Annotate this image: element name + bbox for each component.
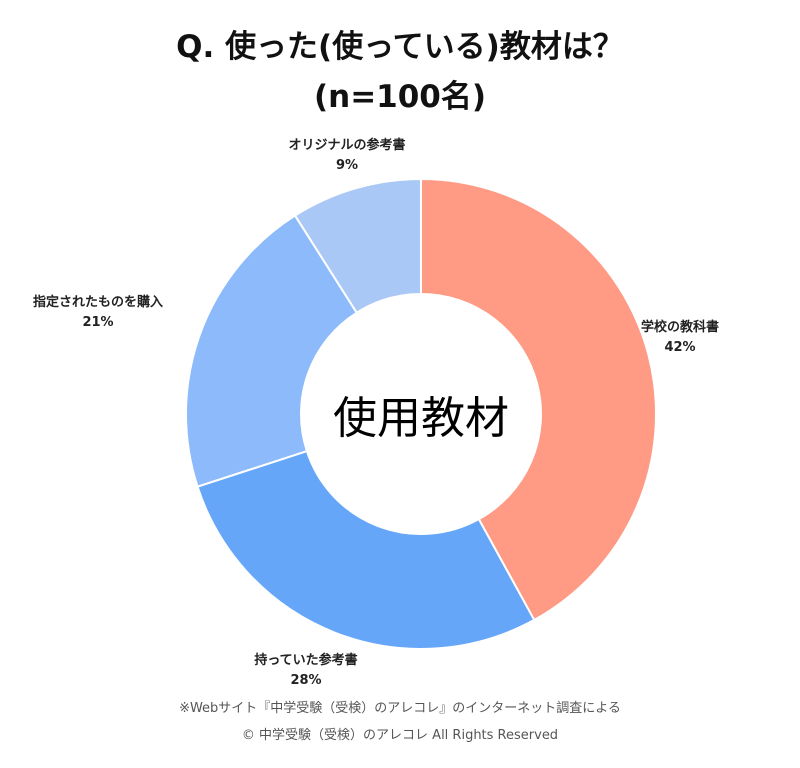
slice-label-4: オリジナルの参考書: [288, 137, 405, 153]
center-label: 使用教材: [333, 393, 509, 444]
slice-2: [196, 449, 536, 650]
chart-title: Q. 使った(使っている)教材は？: [176, 29, 624, 65]
slice-value-2: 28%: [290, 673, 321, 688]
chart-subtitle: (n=100名): [313, 79, 487, 115]
slice-label-2: 持っていた参考書: [254, 652, 357, 668]
slice-value-4: 9%: [336, 158, 358, 173]
slice-value-1: 42%: [664, 340, 695, 355]
labels-group: 学校の教科書 42% 持っていた参考書 28% 指定されたものを購入 21% オリジナルの参…: [33, 137, 719, 688]
slice-value-3: 21%: [82, 315, 113, 330]
slice-1: [420, 177, 657, 622]
slice-3: [185, 214, 359, 488]
slices-group: [185, 177, 657, 650]
slice-label-3: 指定されたものを購入: [33, 294, 163, 310]
copyright-note: © 中学受験（受検）のアレコレ All Rights Reserved: [241, 728, 559, 743]
slice-label-1: 学校の教科書: [641, 319, 719, 335]
source-note: ※Webサイト『中学受験（受検）のアレコレ』のインターネット調査による: [179, 701, 621, 716]
slice-4: [293, 177, 422, 315]
